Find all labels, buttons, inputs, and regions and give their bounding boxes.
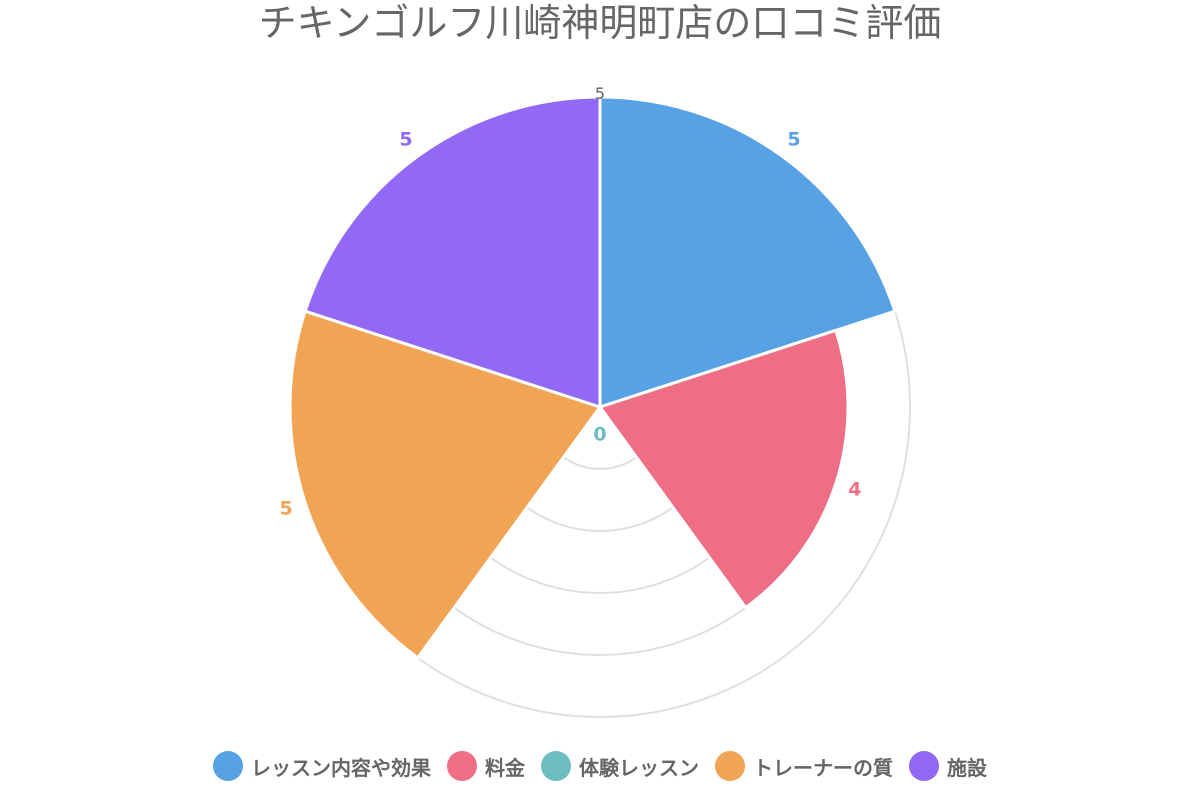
radial-ticks: 5 (595, 84, 605, 103)
legend-swatch (541, 751, 571, 781)
legend-swatch (447, 751, 477, 781)
radial-tick-label: 5 (595, 84, 605, 103)
slice-1[interactable] (598, 95, 897, 409)
value-labels: 5 4 0 5 5 (280, 129, 862, 520)
legend-item-1[interactable]: レッスン内容や効果 (213, 751, 431, 781)
value-label-3: 0 (593, 424, 606, 446)
value-label-2: 4 (848, 478, 861, 500)
legend-item-2[interactable]: 料金 (447, 751, 525, 781)
slice-2[interactable] (598, 328, 850, 610)
legend-label: 体験レッスン (579, 755, 699, 780)
value-label-5: 5 (399, 129, 412, 151)
value-label-4: 5 (280, 497, 293, 519)
legend-item-5[interactable]: 施設 (909, 751, 987, 781)
legend-swatch (715, 751, 745, 781)
legend: レッスン内容や効果 料金 体験レッスン トレーナーの質 施設 (0, 746, 1200, 786)
legend-swatch (213, 751, 243, 781)
chart-title: チキンゴルフ川崎神明町店の口コミ評価 (258, 1, 942, 45)
value-label-1: 5 (787, 129, 800, 151)
legend-label: トレーナーの質 (753, 755, 893, 780)
slices (288, 95, 897, 660)
legend-swatch (909, 751, 939, 781)
legend-item-4[interactable]: トレーナーの質 (715, 751, 893, 781)
legend-item-3[interactable]: 体験レッスン (541, 751, 699, 781)
legend-label: 施設 (947, 755, 987, 780)
slice-4[interactable] (288, 309, 602, 660)
slice-5[interactable] (303, 95, 602, 409)
legend-label: 料金 (485, 755, 525, 780)
legend-label: レッスン内容や効果 (251, 755, 431, 780)
